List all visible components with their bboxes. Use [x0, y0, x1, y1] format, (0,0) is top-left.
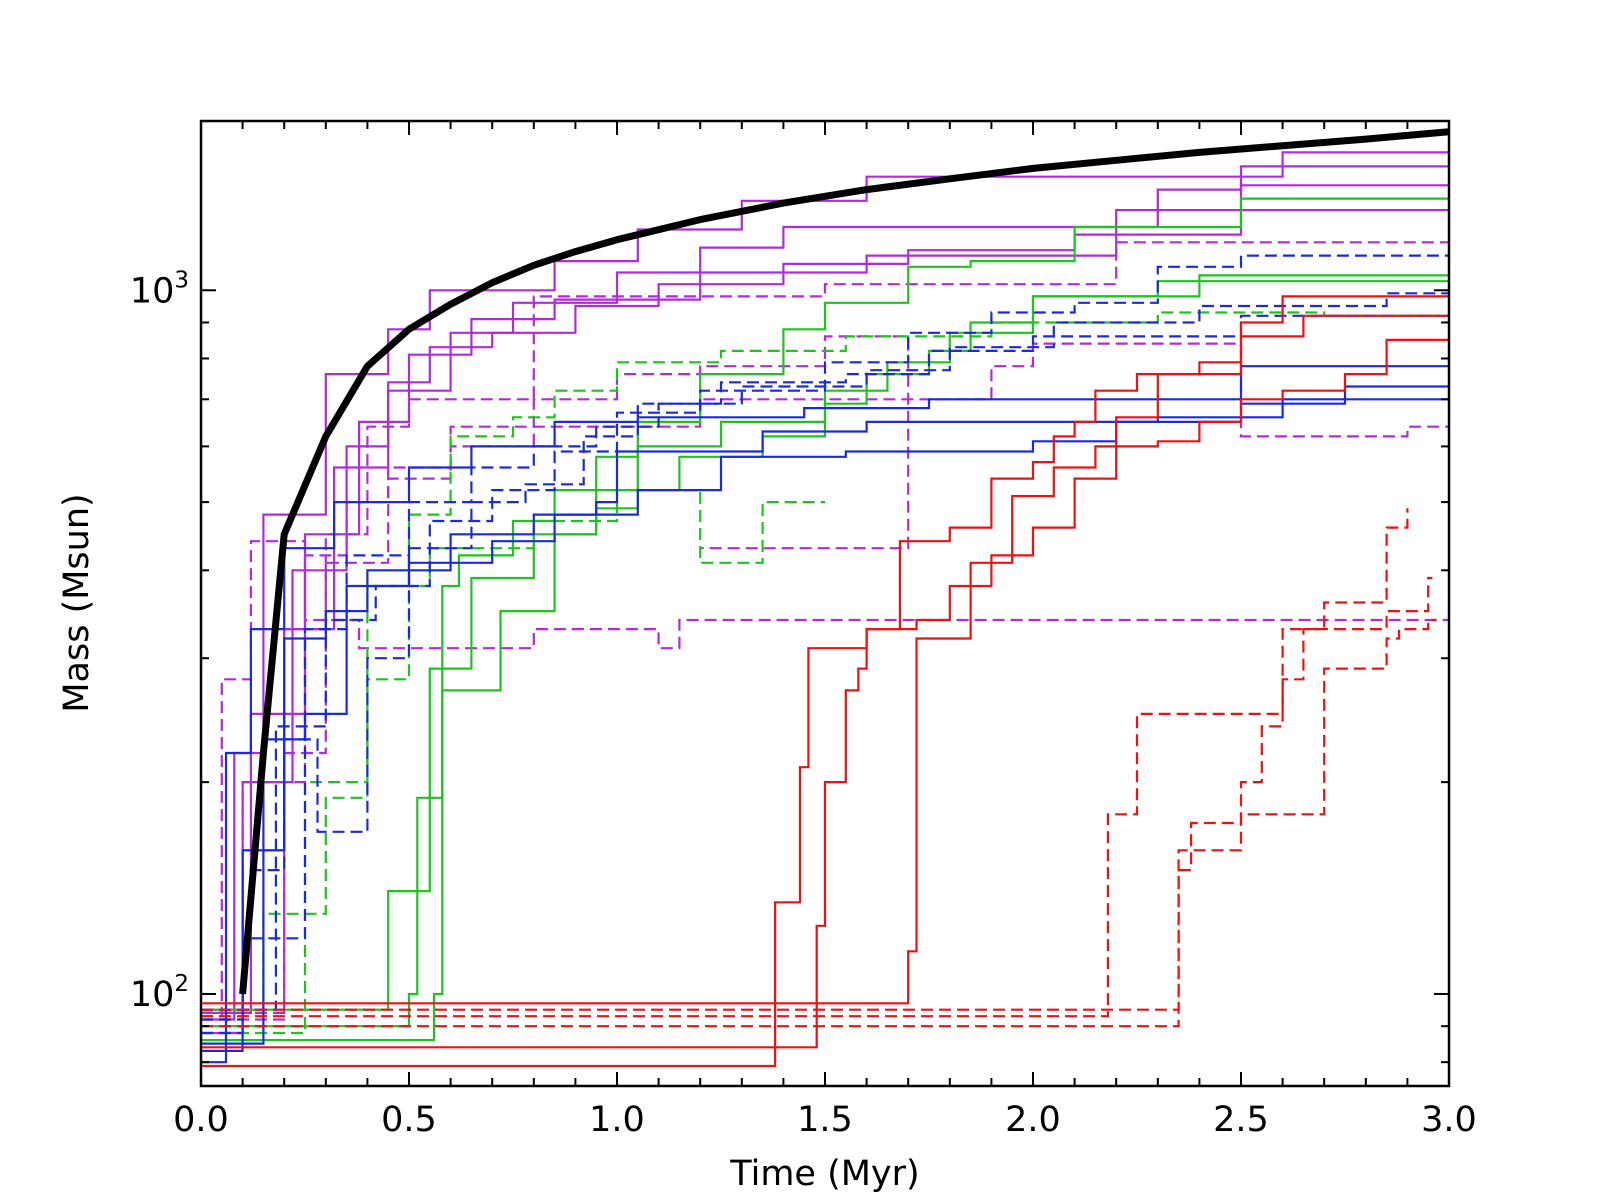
series-layer [201, 128, 1449, 1068]
x-tick-label: 3.0 [1421, 1100, 1477, 1140]
x-tick-label: 2.0 [1005, 1100, 1061, 1140]
y-tick-label: 103 [130, 267, 189, 311]
series-line-23 [201, 508, 1409, 1018]
y-axis-label: Mass (Msun) [57, 493, 97, 712]
y-tick-exponent: 2 [174, 971, 189, 997]
x-axis-label: Time (Myr) [729, 1154, 919, 1194]
y-tick-base: 10 [130, 975, 175, 1015]
series-line-thick [239, 128, 1449, 995]
series-line-14 [201, 365, 1449, 1064]
series-line-25 [201, 618, 1437, 1011]
series-line-8 [201, 342, 1449, 1014]
x-tick-label: 1.5 [797, 1100, 853, 1140]
series-line-21 [201, 338, 1449, 1049]
x-tick-label: 2.5 [1213, 1100, 1269, 1140]
y-tick-base: 10 [130, 271, 175, 311]
series-line-22 [201, 295, 1449, 1005]
y-tick-exponent: 3 [174, 267, 189, 293]
x-tick-label: 0.5 [381, 1100, 437, 1140]
series-line-20 [201, 314, 1449, 1068]
x-tick-label: 1.0 [589, 1100, 645, 1140]
series-line-19 [201, 292, 1449, 1035]
y-tick-label: 102 [130, 971, 189, 1015]
x-tick-label: 0.0 [173, 1100, 229, 1140]
series-line-10 [201, 280, 1449, 1042]
series-line-18 [201, 254, 1449, 1011]
plot-frame [199, 119, 1451, 1088]
series-line-5 [201, 540, 1449, 1018]
series-line-17 [201, 314, 1449, 1021]
